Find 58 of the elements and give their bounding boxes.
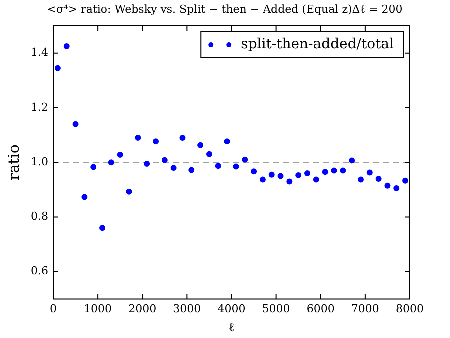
point [206, 151, 212, 158]
point [117, 152, 124, 158]
point [366, 170, 373, 176]
point [90, 164, 97, 170]
point [108, 160, 114, 166]
point [72, 121, 79, 128]
point [64, 43, 70, 50]
point [402, 178, 409, 184]
x-tick-label: 4000 [218, 302, 246, 316]
point [376, 176, 382, 182]
point [286, 178, 293, 185]
point [224, 138, 230, 145]
point [100, 225, 106, 232]
y-tick-label: 1.4 [30, 46, 48, 60]
point [162, 157, 168, 164]
x-tick-label: 7000 [351, 302, 380, 316]
point [180, 135, 186, 142]
point [304, 170, 311, 177]
y-tick-label: 1.0 [30, 155, 48, 168]
point [198, 142, 204, 148]
legend-label: split-then-added/total [241, 36, 395, 53]
point [215, 163, 222, 170]
point [340, 168, 346, 174]
point [188, 167, 195, 174]
point [296, 172, 302, 178]
y-tick-label: 0.6 [30, 264, 48, 278]
point [331, 168, 338, 174]
point [394, 186, 400, 192]
point [251, 168, 258, 175]
x-tick-label: 0 [50, 302, 57, 316]
point [233, 164, 240, 170]
point [260, 176, 266, 183]
point [152, 138, 159, 145]
x-axis-title: ℓ [228, 320, 235, 336]
point [358, 176, 364, 183]
point [54, 65, 61, 72]
chart-title: <σ⁴> ratio: Websky vs. Split − then − Added (Equal z)Δℓ = 200 [46, 3, 404, 16]
point [268, 172, 275, 178]
x-tick-label: 5000 [262, 302, 290, 316]
x-tick-label: 6000 [306, 302, 335, 316]
point [135, 135, 142, 142]
point [384, 182, 391, 189]
point [322, 169, 328, 176]
x-tick-label: 2000 [128, 302, 157, 316]
point [170, 165, 177, 172]
y-axis-title: ratio [4, 144, 23, 181]
x-tick-label: 1000 [84, 302, 112, 316]
x-tick-label: 3000 [173, 302, 202, 316]
point [278, 173, 284, 180]
point [126, 188, 132, 195]
point [349, 158, 356, 164]
point [242, 156, 248, 163]
y-tick-label: 1.2 [30, 100, 48, 114]
y-tick-label: 0.8 [30, 210, 48, 224]
x-tick-label: 8000 [396, 302, 424, 316]
point [313, 176, 320, 183]
point [82, 194, 88, 200]
point [144, 160, 150, 167]
